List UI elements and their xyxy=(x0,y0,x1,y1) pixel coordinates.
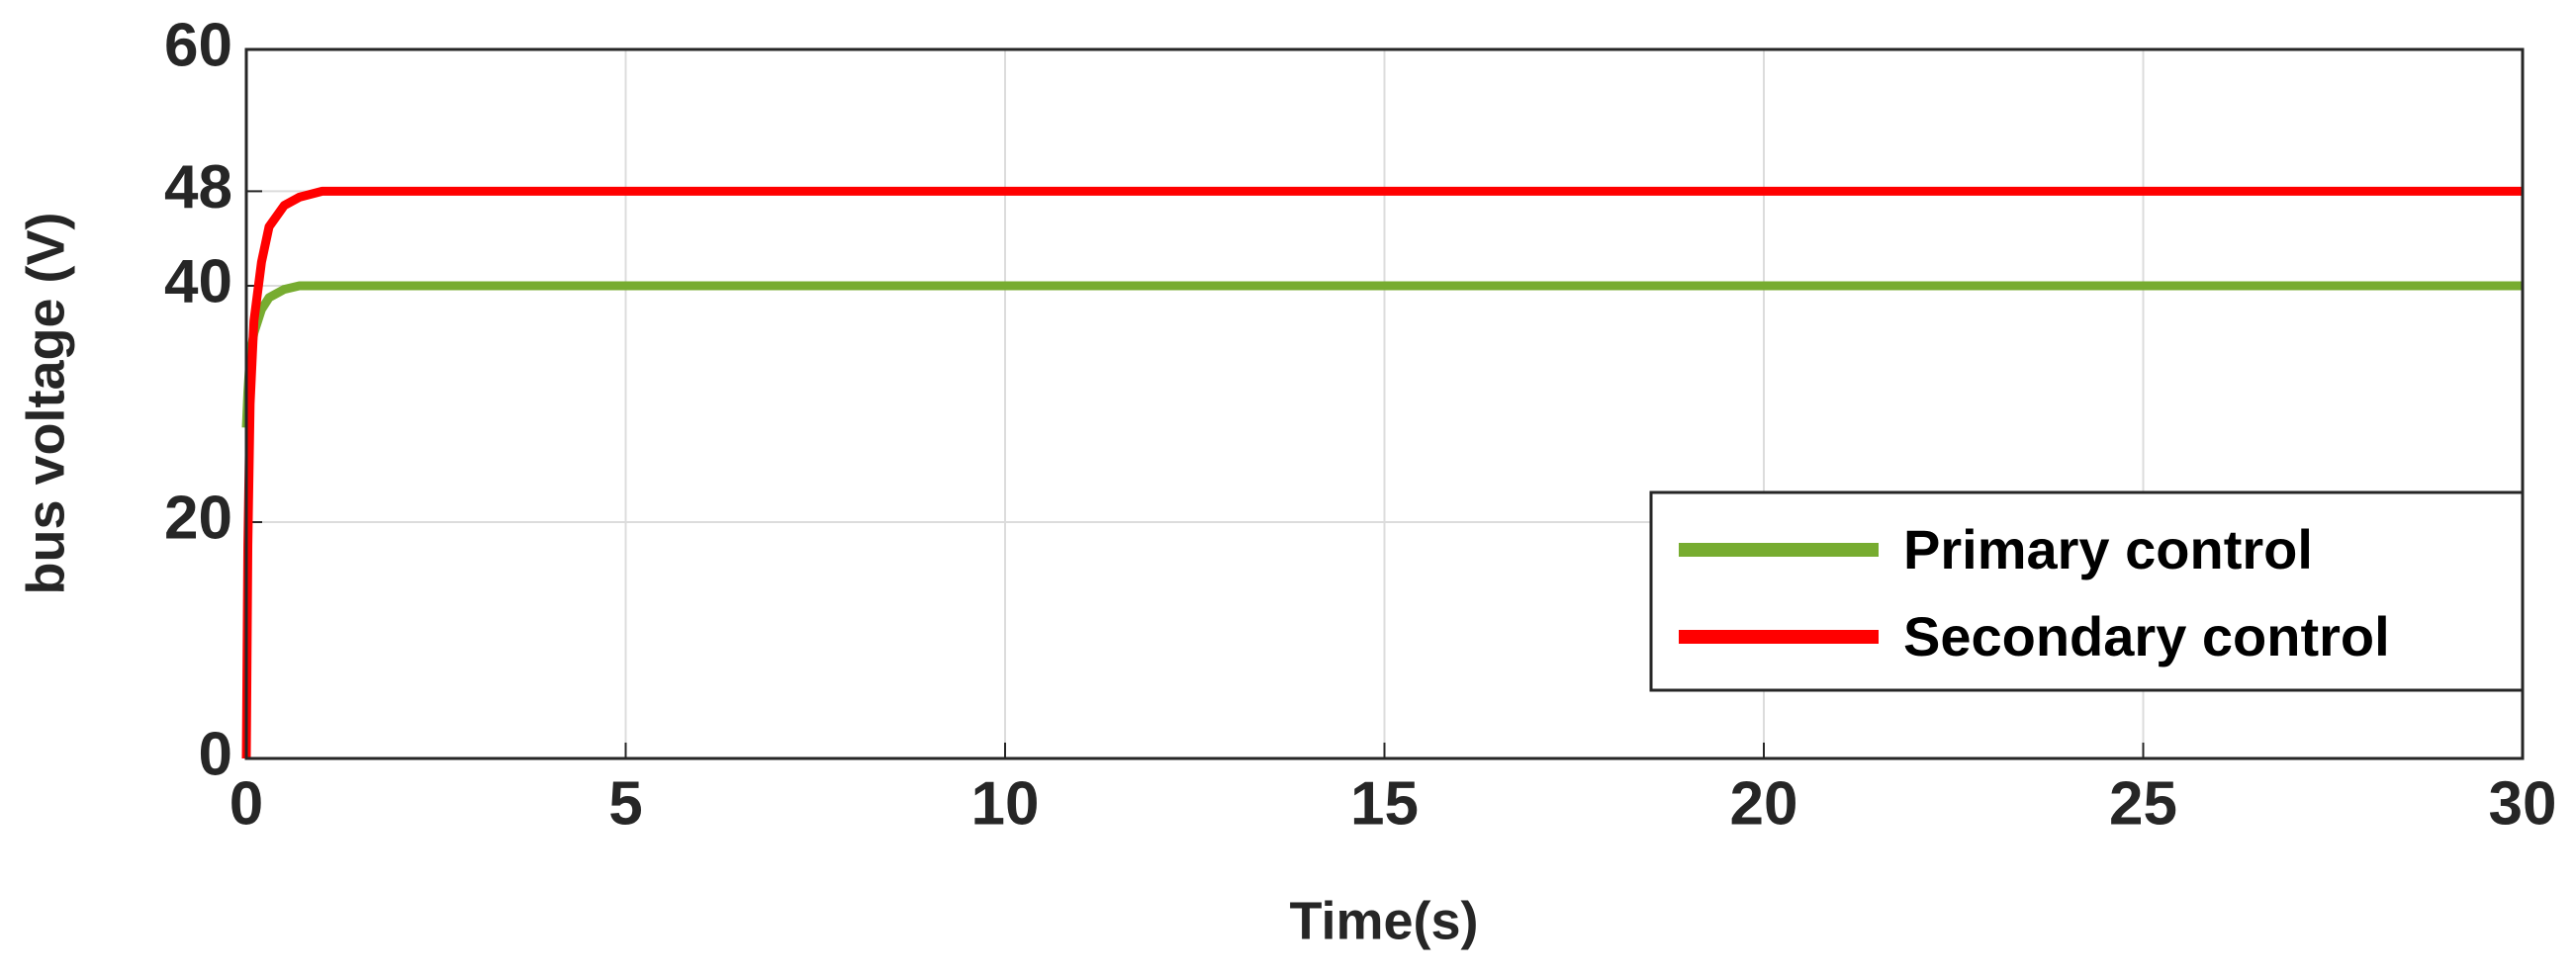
y-tick-label: 60 xyxy=(164,11,232,79)
y-tick-label: 48 xyxy=(164,153,232,222)
legend-label: Secondary control xyxy=(1903,605,2390,667)
x-axis-label: Time(s) xyxy=(1289,891,1478,950)
data-line xyxy=(241,186,2523,759)
x-tick-label: 25 xyxy=(2109,769,2177,838)
y-tick-label: 20 xyxy=(164,484,232,552)
legend-label: Primary control xyxy=(1903,518,2313,580)
legend-box xyxy=(1649,490,2525,692)
y-tick-label: 0 xyxy=(199,720,232,788)
x-tick-label: 0 xyxy=(230,769,263,838)
x-tick-label: 5 xyxy=(608,769,642,838)
x-tick-label: 20 xyxy=(1730,769,1798,838)
y-axis-label: bus voltage (V) xyxy=(16,212,75,594)
x-tick-label: 10 xyxy=(971,769,1040,838)
x-tick-label: 30 xyxy=(2489,769,2557,838)
y-tick-label: 40 xyxy=(164,247,232,315)
axes-frame xyxy=(244,47,2525,760)
x-tick-label: 15 xyxy=(1350,769,1419,838)
